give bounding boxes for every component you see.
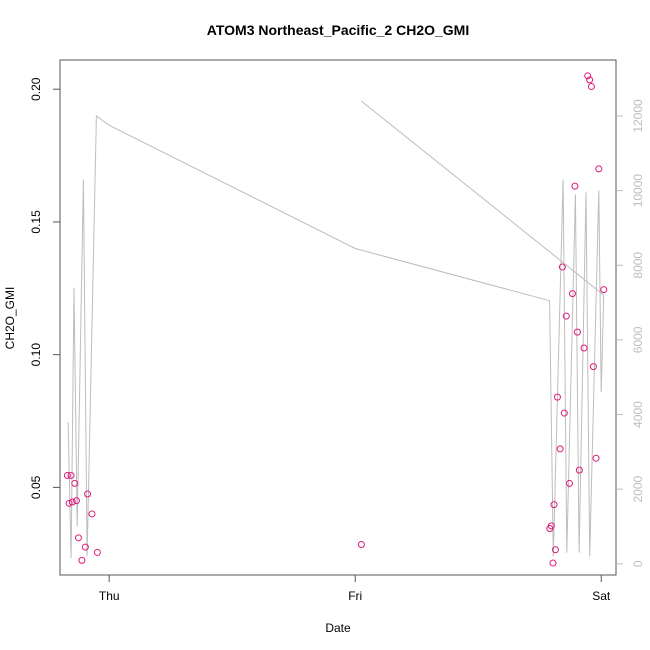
- data-point: [65, 499, 73, 507]
- x-tick-label: Fri: [348, 589, 362, 603]
- data-point: [68, 498, 76, 506]
- data-point: [568, 290, 576, 298]
- data-point: [67, 471, 75, 479]
- data-point: [72, 497, 80, 505]
- data-point: [584, 72, 592, 80]
- y2-tick-label: 12000: [631, 99, 645, 133]
- data-point: [550, 501, 558, 509]
- plot-frame: [59, 59, 617, 576]
- data-point: [63, 471, 71, 479]
- data-point: [84, 490, 92, 498]
- y2-tick-label: 0: [631, 560, 645, 567]
- data-point: [573, 328, 581, 336]
- data-point: [558, 263, 566, 271]
- data-point: [586, 76, 594, 84]
- data-point: [600, 286, 608, 294]
- x-axis-label: Date: [325, 621, 351, 635]
- data-point: [595, 165, 603, 173]
- y-axis-right: 0 2000 4000 6000 8000 10000 12000: [616, 99, 645, 567]
- data-point: [575, 466, 583, 474]
- y2-tick-label: 8000: [631, 252, 645, 279]
- data-point: [93, 548, 101, 556]
- data-point: [589, 363, 597, 371]
- x-tick-label: Thu: [99, 589, 120, 603]
- y2-tick-label: 4000: [631, 401, 645, 428]
- y-tick-label: 0.15: [29, 210, 43, 234]
- data-point: [580, 344, 588, 352]
- y2-tick-label: 10000: [631, 174, 645, 208]
- data-point: [78, 556, 86, 564]
- y2-tick-label: 2000: [631, 475, 645, 502]
- data-point: [88, 510, 96, 518]
- data-point: [81, 543, 89, 551]
- x-axis: Thu Fri Sat: [99, 575, 611, 603]
- data-point: [560, 409, 568, 417]
- y-axis-left: 0.05 0.10 0.15 0.20: [29, 77, 60, 499]
- data-point: [571, 182, 579, 190]
- data-point: [74, 534, 82, 542]
- y2-tick-label: 6000: [631, 326, 645, 353]
- chart-title: ATOM3 Northeast_Pacific_2 CH2O_GMI: [207, 22, 469, 38]
- data-point: [566, 479, 574, 487]
- data-point: [587, 83, 595, 91]
- data-point: [562, 312, 570, 320]
- altitude-line: [67, 100, 605, 559]
- y-tick-label: 0.05: [29, 475, 43, 499]
- data-point: [592, 454, 600, 462]
- data-point: [556, 445, 564, 453]
- y-tick-label: 0.10: [29, 343, 43, 367]
- data-point: [547, 522, 555, 530]
- y-axis-label: CH2O_GMI: [3, 287, 17, 350]
- ch2o-point-series: [63, 72, 608, 567]
- data-point: [553, 393, 561, 401]
- data-point: [357, 540, 365, 548]
- data-point: [551, 546, 559, 554]
- y-tick-label: 0.20: [29, 77, 43, 101]
- altitude-line-series: [67, 100, 605, 559]
- data-point: [549, 559, 557, 567]
- data-point: [71, 479, 79, 487]
- x-tick-label: Sat: [592, 589, 611, 603]
